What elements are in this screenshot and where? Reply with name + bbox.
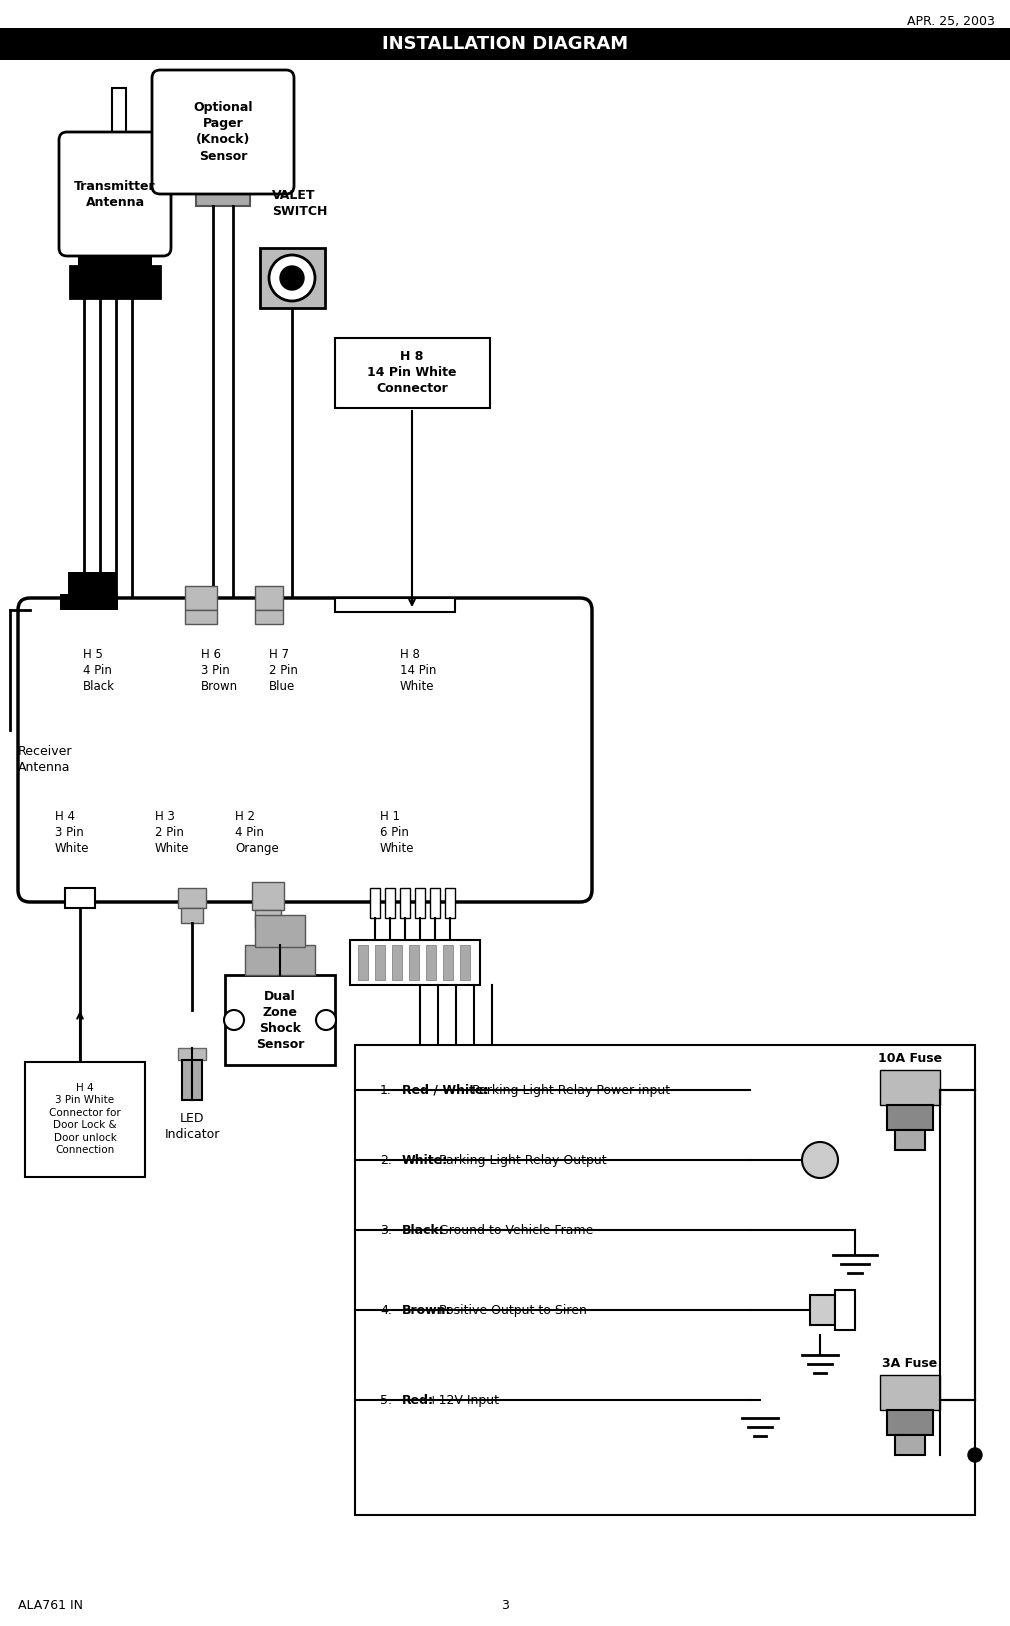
Text: Parking Light Relay Output: Parking Light Relay Output (435, 1153, 607, 1166)
Text: Ground to Vehicle Frame: Ground to Vehicle Frame (435, 1223, 594, 1236)
Bar (185, 585, 217, 610)
Circle shape (280, 267, 304, 289)
Bar (426, 945, 436, 980)
Text: Brown:: Brown: (402, 1304, 451, 1317)
Bar (358, 945, 368, 980)
FancyBboxPatch shape (152, 70, 294, 193)
Bar (78, 249, 152, 267)
Text: Black:: Black: (402, 1223, 444, 1236)
FancyBboxPatch shape (59, 132, 171, 255)
Bar (255, 911, 281, 928)
Bar (203, 163, 243, 187)
Text: H 8
14 Pin
White: H 8 14 Pin White (400, 649, 436, 693)
Text: Parking Light Relay Power input: Parking Light Relay Power input (468, 1083, 670, 1096)
Bar (112, 88, 126, 138)
Bar (225, 976, 335, 1065)
Text: 3: 3 (501, 1598, 509, 1611)
Text: 3A Fuse: 3A Fuse (883, 1358, 937, 1371)
Text: Optional
Pager
(Knock)
Sensor: Optional Pager (Knock) Sensor (193, 101, 252, 163)
Text: H 4
3 Pin
White: H 4 3 Pin White (55, 810, 90, 855)
Bar (409, 945, 419, 980)
Text: 2.: 2. (380, 1153, 392, 1166)
Text: +12V Input: +12V Input (424, 1393, 499, 1406)
Bar (350, 940, 480, 985)
Bar (252, 881, 284, 911)
Text: 5.: 5. (380, 1393, 392, 1406)
Text: H 3
2 Pin
White: H 3 2 Pin White (155, 810, 190, 855)
Circle shape (316, 1010, 336, 1029)
Bar (385, 888, 395, 919)
Bar (255, 915, 305, 946)
Bar (887, 1106, 933, 1130)
Bar (887, 1410, 933, 1436)
Bar (445, 888, 455, 919)
Text: 10A Fuse: 10A Fuse (878, 1052, 942, 1065)
Circle shape (269, 255, 315, 301)
Bar (196, 185, 250, 207)
Bar (245, 945, 315, 976)
Bar (25, 1062, 145, 1177)
Text: H 6
3 Pin
Brown: H 6 3 Pin Brown (201, 649, 238, 693)
Text: APR. 25, 2003: APR. 25, 2003 (907, 15, 995, 28)
Bar (335, 338, 490, 408)
Bar (895, 1130, 925, 1150)
Text: H 8
14 Pin White
Connector: H 8 14 Pin White Connector (368, 351, 457, 395)
Bar (65, 888, 95, 907)
Bar (60, 593, 118, 610)
Text: H 5
4 Pin
Black: H 5 4 Pin Black (83, 649, 115, 693)
Bar (255, 610, 283, 624)
Bar (182, 1060, 202, 1101)
Bar (375, 945, 385, 980)
Bar (255, 585, 283, 610)
Bar (178, 888, 206, 907)
Text: LED
Indicator: LED Indicator (165, 1112, 220, 1141)
Bar (370, 888, 380, 919)
Bar (415, 888, 425, 919)
Bar (0, 28, 1010, 60)
Text: H 7
2 Pin
Blue: H 7 2 Pin Blue (269, 649, 298, 693)
Text: VALET
SWITCH: VALET SWITCH (272, 189, 327, 218)
Text: 3.: 3. (380, 1223, 392, 1236)
Text: Dual
Zone
Shock
Sensor: Dual Zone Shock Sensor (256, 990, 304, 1050)
Bar (185, 610, 217, 624)
Bar (460, 945, 470, 980)
Text: Red:: Red: (402, 1393, 434, 1406)
Text: H 1
6 Pin
White: H 1 6 Pin White (380, 810, 414, 855)
FancyBboxPatch shape (18, 598, 592, 902)
Text: White:: White: (402, 1153, 448, 1166)
Text: 4.: 4. (380, 1304, 392, 1317)
Text: H 4
3 Pin White
Connector for
Door Lock &
Door unlock
Connection: H 4 3 Pin White Connector for Door Lock … (49, 1083, 121, 1154)
Bar (835, 1289, 855, 1330)
Text: Red / White:: Red / White: (402, 1083, 489, 1096)
Bar (430, 888, 440, 919)
Text: INSTALLATION DIAGRAM: INSTALLATION DIAGRAM (382, 36, 628, 54)
Bar (392, 945, 402, 980)
Bar (260, 249, 325, 307)
Bar (178, 1049, 206, 1060)
Bar (335, 598, 454, 611)
Bar (70, 267, 160, 298)
Text: Transmitter
Antenna: Transmitter Antenna (74, 179, 156, 208)
Text: 1.: 1. (380, 1083, 392, 1096)
Text: Positive Output to Siren: Positive Output to Siren (435, 1304, 587, 1317)
Bar (895, 1436, 925, 1455)
Text: Receiver
Antenna: Receiver Antenna (18, 745, 73, 774)
Text: ALA761 IN: ALA761 IN (18, 1598, 83, 1611)
Circle shape (968, 1449, 982, 1462)
Bar (181, 907, 203, 924)
Bar (400, 888, 410, 919)
Bar (443, 945, 453, 980)
Bar (810, 1294, 835, 1325)
Bar (68, 572, 116, 593)
Circle shape (802, 1141, 838, 1177)
Text: H 2
4 Pin
Orange: H 2 4 Pin Orange (235, 810, 279, 855)
Bar (880, 1070, 940, 1106)
Bar (355, 1046, 975, 1515)
Circle shape (224, 1010, 244, 1029)
Bar (880, 1376, 940, 1410)
